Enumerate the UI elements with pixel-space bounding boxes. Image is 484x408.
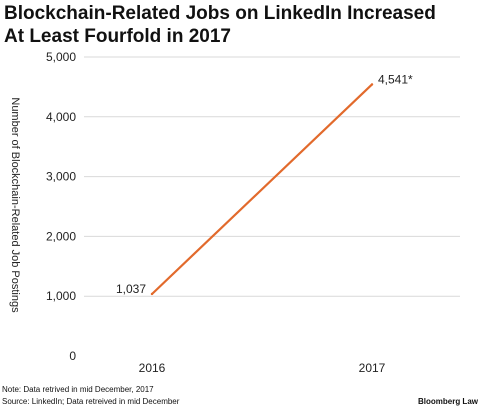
y-tick-label: 2,000 [46, 229, 76, 243]
x-tick-label: 2016 [139, 361, 166, 375]
y-axis-label: Number of Blockchain-Related Job Posting… [9, 97, 21, 313]
data-label: 1,037 [116, 282, 146, 296]
y-tick-label: 1,000 [46, 289, 76, 303]
y-tick-label: 4,000 [46, 110, 76, 124]
x-tick-label: 2017 [359, 361, 386, 375]
chart-title-line-1: Blockchain-Related Jobs on LinkedIn Incr… [4, 3, 436, 24]
data-point [150, 292, 154, 296]
brand-logo-text: Bloomberg Law [417, 397, 478, 406]
data-point [370, 83, 374, 86]
footnote-note: Note: Data retrived in mid December, 201… [2, 385, 154, 394]
chart-title: Blockchain-Related Jobs on LinkedIn Incr… [4, 2, 480, 48]
chart-title-line-2: At Least Fourfold in 2017 [4, 26, 231, 47]
data-label: 4,541* [378, 72, 413, 86]
series-line [150, 83, 374, 296]
y-tick-label: 5,000 [46, 50, 76, 64]
y-tick-label: 0 [69, 349, 76, 363]
footnote-source: Source: LinkedIn; Data retreived in mid … [2, 397, 180, 406]
y-tick-label: 3,000 [46, 170, 76, 184]
